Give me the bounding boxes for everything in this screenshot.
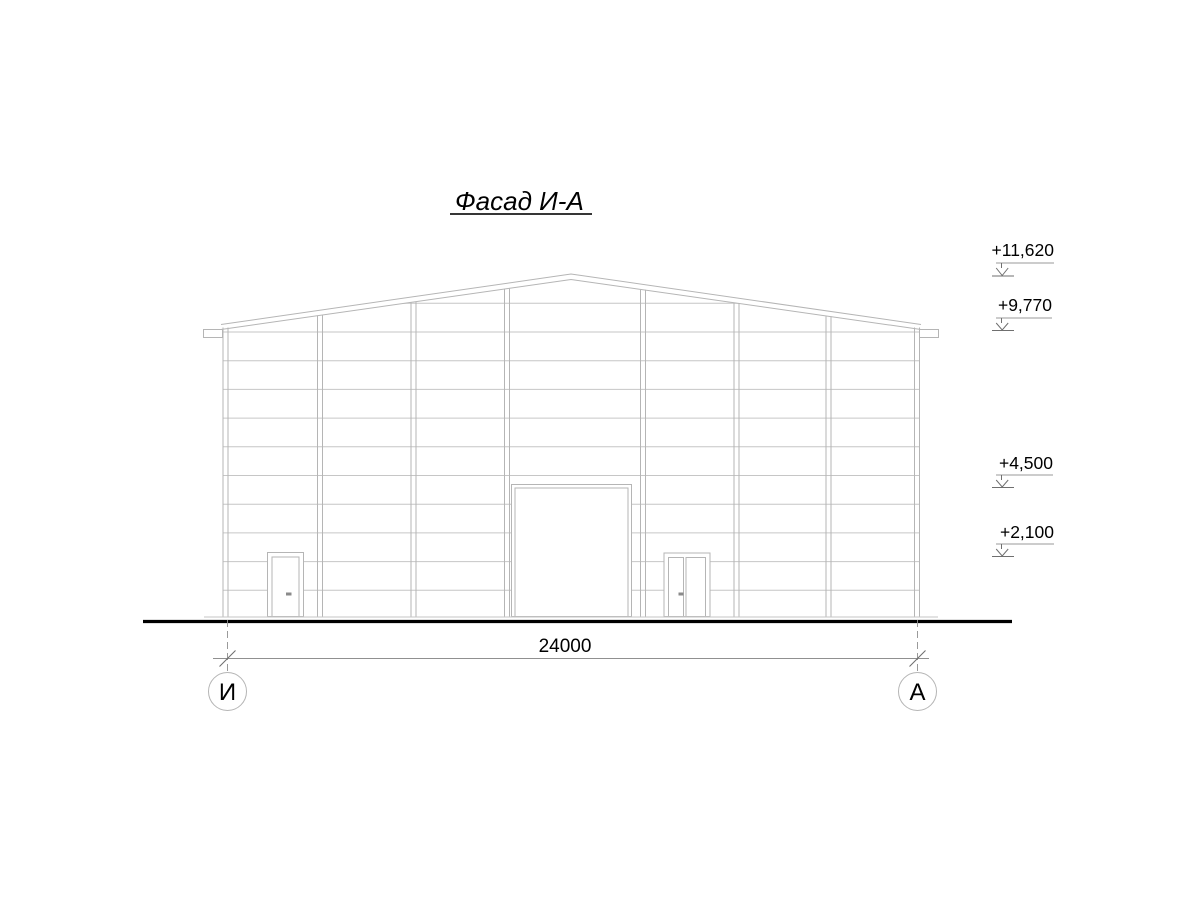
roof-bottom-line bbox=[220, 278, 922, 330]
column-line bbox=[222, 327, 229, 617]
level-mark-icon bbox=[992, 544, 1014, 557]
column-line bbox=[317, 315, 323, 617]
dimension-tick-right bbox=[909, 650, 926, 667]
dimension-label: 24000 bbox=[539, 636, 592, 657]
dimension-line-group: 24000 И А bbox=[208, 620, 937, 711]
elevation-label: +11,620 bbox=[992, 240, 1055, 260]
level-mark-icon bbox=[992, 475, 1014, 488]
door-frame bbox=[663, 552, 711, 617]
wall-columns bbox=[222, 288, 920, 617]
column-line bbox=[504, 288, 510, 617]
gutter-right bbox=[919, 329, 939, 338]
level-mark-icon bbox=[992, 263, 1014, 277]
axis-label: А bbox=[909, 679, 925, 706]
elevation-mark-door-top: +2,100 bbox=[992, 522, 1054, 557]
elevation-label: +4,500 bbox=[999, 453, 1053, 473]
door-handle-icon bbox=[678, 592, 684, 596]
roof-outline bbox=[203, 273, 939, 338]
axis-circle bbox=[898, 672, 937, 711]
axis-marker-a: А bbox=[898, 672, 937, 711]
column-line bbox=[825, 316, 832, 617]
central-gate bbox=[511, 484, 632, 617]
gutter-left bbox=[203, 329, 223, 338]
left-door bbox=[267, 552, 304, 617]
elevation-label: +2,100 bbox=[1000, 522, 1054, 542]
axis-circle bbox=[208, 672, 247, 711]
column-line bbox=[914, 327, 920, 617]
drawing-title-group: Фасад И-А bbox=[450, 186, 592, 216]
gate-outer-frame bbox=[511, 484, 632, 617]
door-frame bbox=[267, 552, 304, 617]
door-handle-icon bbox=[286, 592, 292, 596]
column-line bbox=[733, 303, 740, 617]
level-mark-icon bbox=[992, 318, 1014, 331]
axis-label: И bbox=[219, 679, 236, 706]
dimension-tick-left bbox=[219, 650, 236, 667]
elevation-mark-ridge: +11,620 bbox=[992, 240, 1055, 277]
right-door bbox=[663, 552, 711, 617]
column-line bbox=[410, 302, 417, 617]
elevation-mark-gate-top: +4,500 bbox=[992, 453, 1053, 488]
drawing-title: Фасад И-А bbox=[455, 186, 584, 216]
elevation-mark-eave: +9,770 bbox=[992, 295, 1052, 331]
axis-marker-i: И bbox=[208, 672, 247, 711]
column-line bbox=[640, 289, 646, 617]
roof-top-line bbox=[220, 273, 922, 325]
elevation-label: +9,770 bbox=[998, 295, 1052, 315]
